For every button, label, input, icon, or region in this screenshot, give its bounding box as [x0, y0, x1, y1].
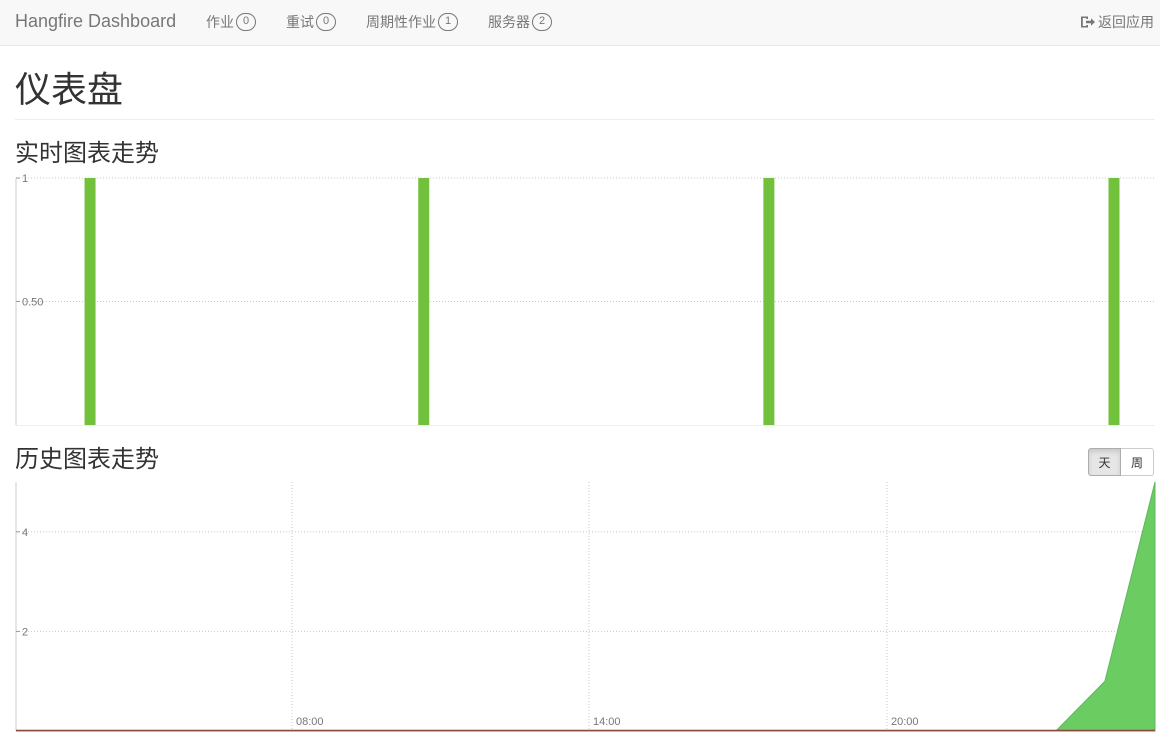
realtime-bar [418, 178, 430, 425]
nav-item-servers[interactable]: 服务器 2 [488, 12, 552, 32]
realtime-bar [1108, 178, 1120, 425]
nav-item-retries[interactable]: 重试 0 [286, 12, 336, 32]
x-tick-label: 20:00 [891, 716, 919, 728]
back-to-app-link[interactable]: 返回应用 [1080, 12, 1154, 32]
y-tick-label: 2 [22, 626, 28, 638]
realtime-bar [763, 178, 775, 425]
x-tick-label: 14:00 [593, 716, 621, 728]
back-to-app-label: 返回应用 [1098, 14, 1154, 30]
navbar: Hangfire Dashboard 作业 0 重试 0 周期性作业 1 服务器… [0, 0, 1160, 46]
history-period-toggle: 天 周 [1088, 448, 1154, 476]
nav-item-recurring-jobs[interactable]: 周期性作业 1 [366, 12, 458, 32]
y-tick-label: 1 [22, 173, 28, 185]
page-title: 仪表盘 [15, 69, 124, 110]
sign-out-icon [1081, 16, 1095, 28]
history-chart-title: 历史图表走势 [15, 446, 159, 473]
history-chart: 2 4 08:00 14:00 20:00 [15, 481, 1156, 732]
nav-item-label: 重试 [286, 14, 314, 30]
recurring-count-badge: 1 [438, 13, 458, 31]
history-area-series [16, 481, 1156, 732]
jobs-count-badge: 0 [236, 13, 256, 31]
y-tick-label: 4 [22, 527, 28, 539]
x-tick-label: 08:00 [296, 716, 324, 728]
nav-item-label: 周期性作业 [366, 14, 436, 30]
day-period-button[interactable]: 天 [1088, 448, 1121, 476]
realtime-chart-title: 实时图表走势 [15, 140, 159, 167]
nav-item-label: 作业 [206, 14, 234, 30]
y-tick-label: 0.50 [22, 297, 43, 309]
realtime-chart: 0.50 1 [15, 173, 1155, 426]
realtime-bar [84, 178, 96, 425]
nav-item-jobs[interactable]: 作业 0 [206, 12, 256, 32]
title-divider [15, 119, 1155, 120]
main-nav: 作业 0 重试 0 周期性作业 1 服务器 2 [206, 12, 582, 32]
week-period-button[interactable]: 周 [1121, 448, 1154, 476]
nav-item-label: 服务器 [488, 14, 530, 30]
brand-link[interactable]: Hangfire Dashboard [15, 11, 177, 31]
servers-count-badge: 2 [532, 13, 552, 31]
retries-count-badge: 0 [316, 13, 336, 31]
